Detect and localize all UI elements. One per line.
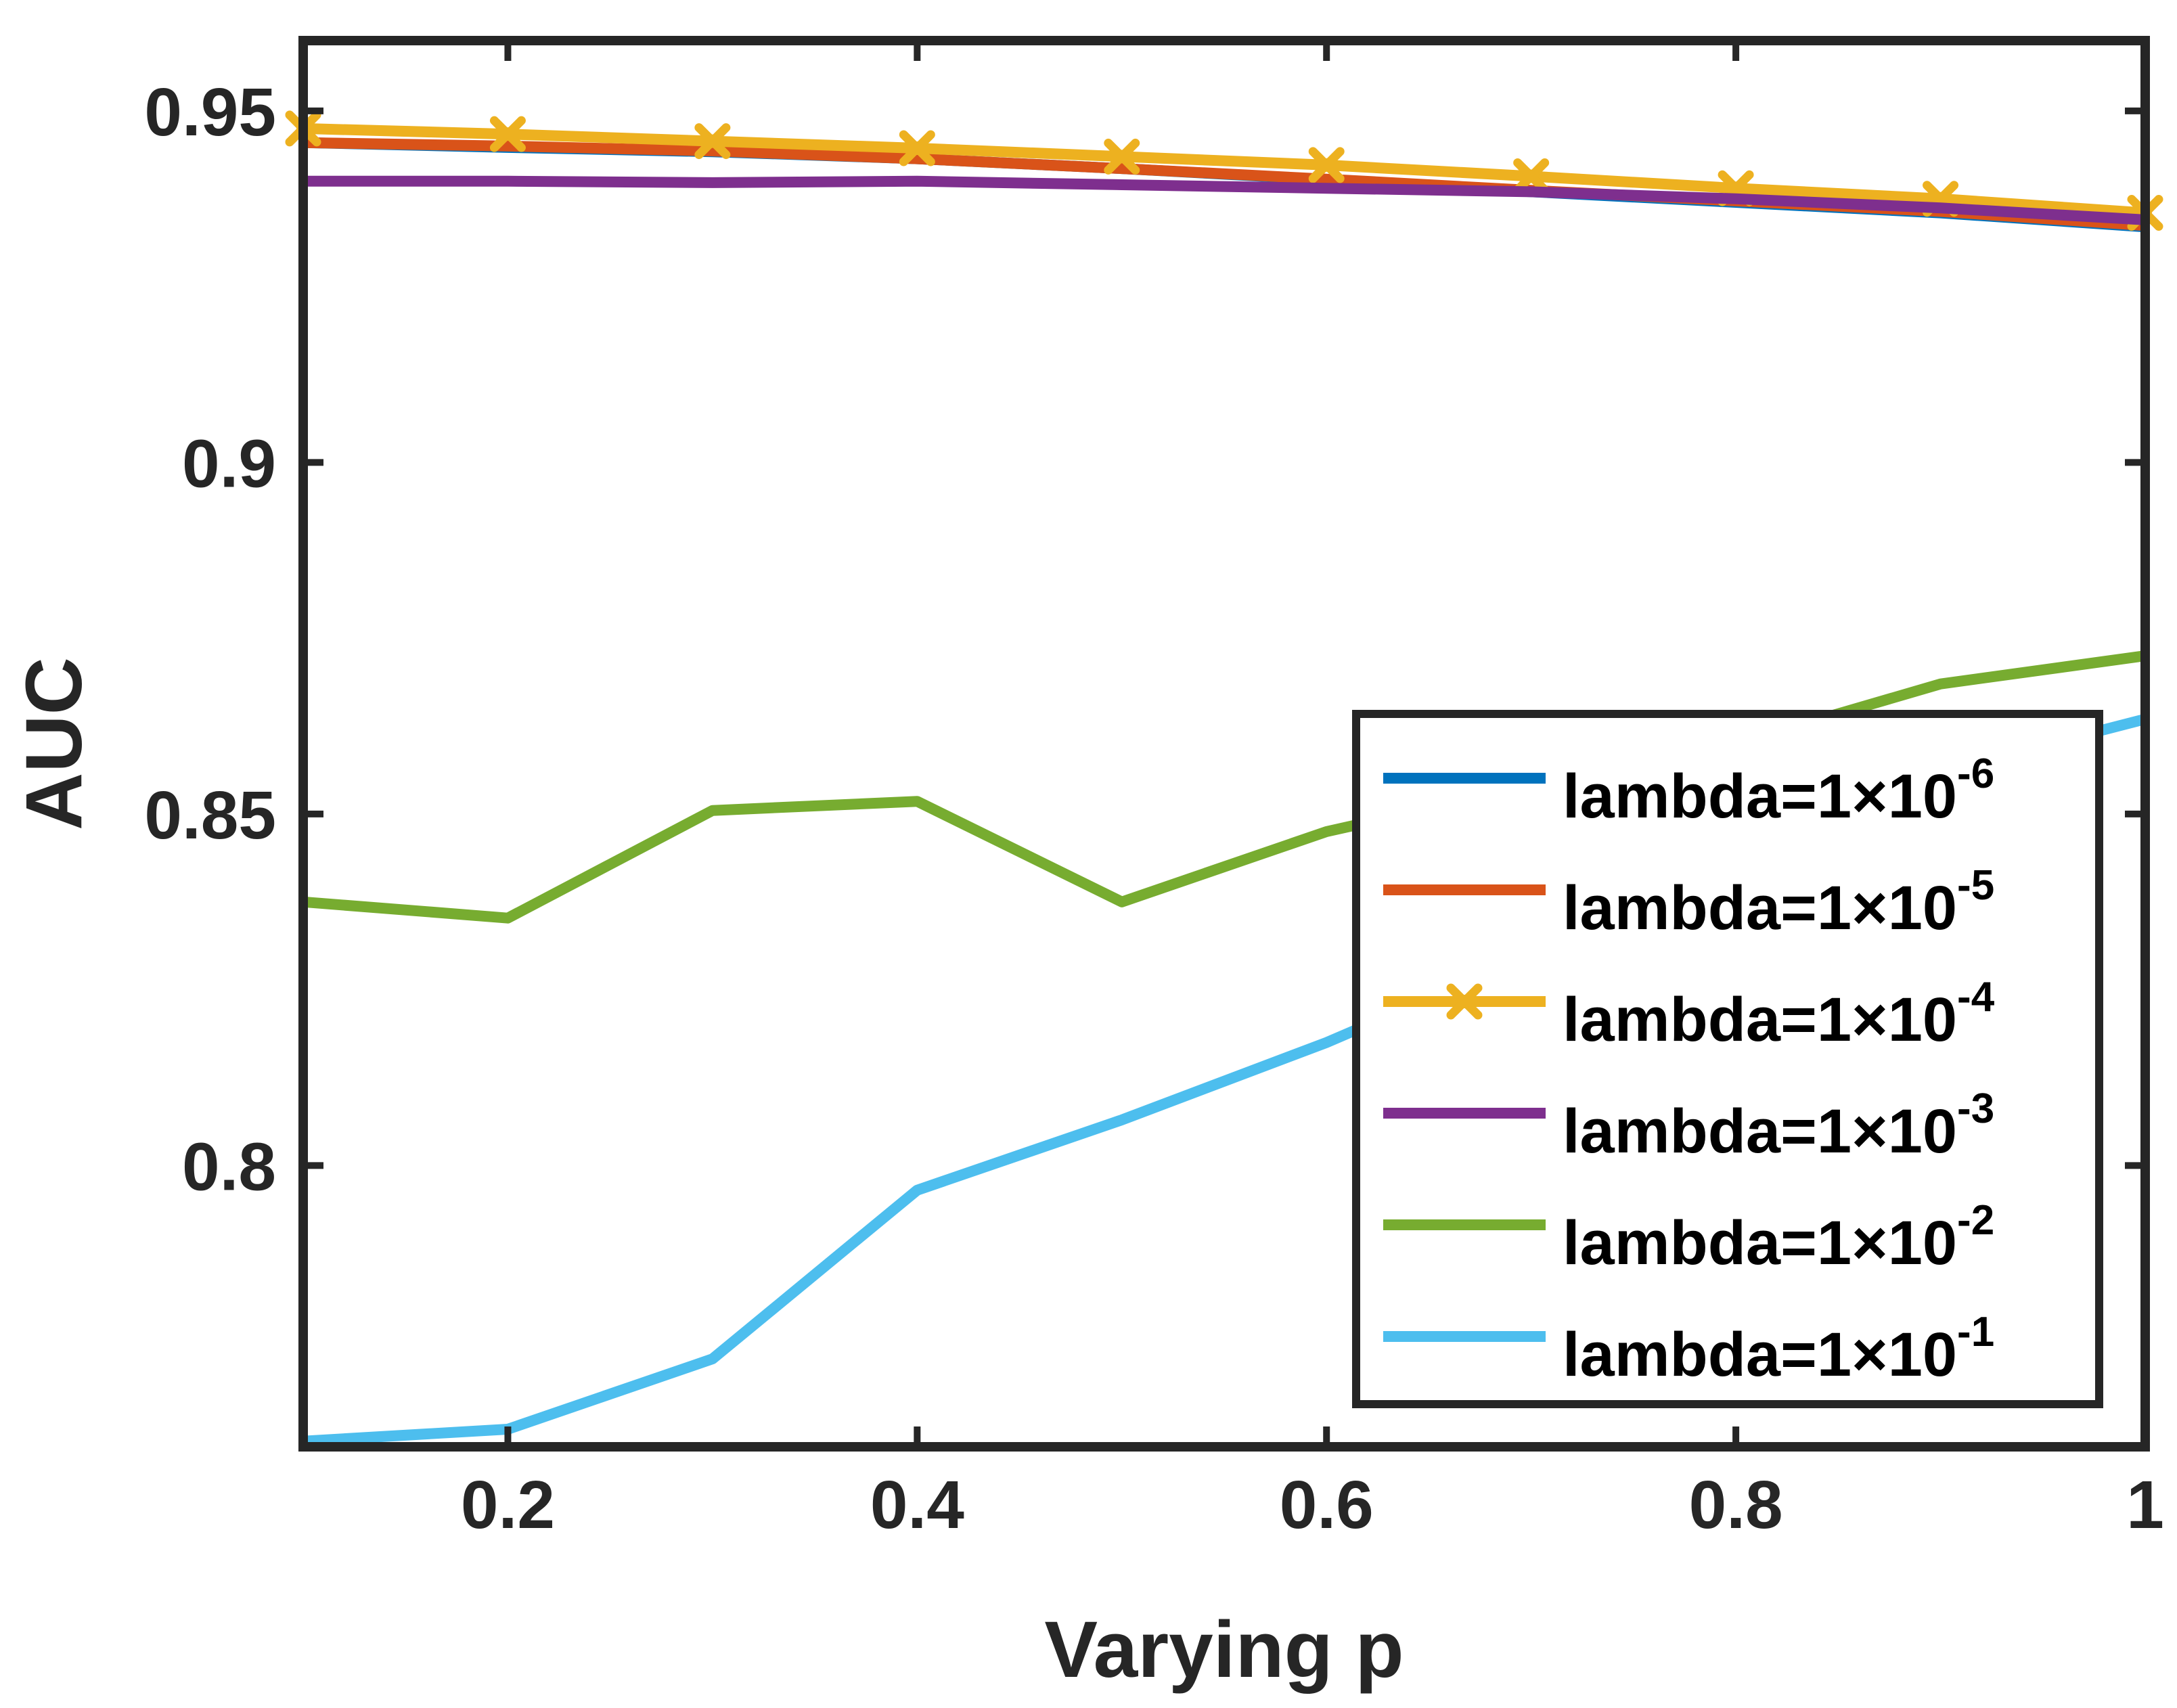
legend-label: lambda=1×10-1 [1563,1309,1994,1389]
series-marker [1308,147,1345,183]
legend-box [1352,710,2103,1408]
legend-label: lambda=1×10-6 [1563,750,1994,831]
y-axis-title: AUC [9,657,99,830]
series-marker [1513,158,1550,195]
legend-label: lambda=1×10-3 [1563,1085,1994,1166]
legend: lambda=1×10-6 lambda=1×10-5 lambda=1×10-4 l… [1352,710,2103,1408]
y-tick-label: 0.8 [182,1129,276,1205]
x-tick-label: 0.6 [1280,1467,1374,1543]
ticks-layer: 0.2 0.4 0.6 0.8 1 0.8 0.85 0.9 0.95 [144,41,2164,1543]
x-tick-label: 0.8 [1689,1467,1783,1543]
legend-item-5: lambda=1×10-1 [1383,1309,1994,1389]
legend-item-4: lambda=1×10-2 [1383,1197,1994,1278]
legend-item-2: lambda=1×10-4 [1383,974,1995,1054]
series-marker [899,130,935,166]
series-marker [489,116,526,152]
x-tick-label: 1 [2126,1467,2164,1543]
y-tick-label: 0.85 [144,778,276,853]
legend-label: lambda=1×10-5 [1563,862,1994,943]
legend-item-1: lambda=1×10-5 [1383,862,1994,943]
plot-frame [298,36,2150,1452]
y-tick-label: 0.9 [182,426,276,501]
x-axis-title: Varying p [1044,1605,1404,1694]
legend-label: lambda=1×10-2 [1563,1197,1994,1278]
series-marker [694,123,731,160]
series-line-2 [302,122,2146,219]
series-marker [1104,138,1140,175]
x-tick-label: 0.4 [870,1467,964,1543]
legend-item-0: lambda=1×10-6 [1383,750,1994,831]
legend-item-3: lambda=1×10-3 [1383,1085,1994,1166]
legend-label: lambda=1×10-4 [1563,974,1995,1054]
legend-marker [1458,995,1471,1008]
x-tick-label: 0.2 [461,1467,555,1543]
y-tick-label: 0.95 [144,74,276,150]
series-line-3 [303,175,2146,225]
